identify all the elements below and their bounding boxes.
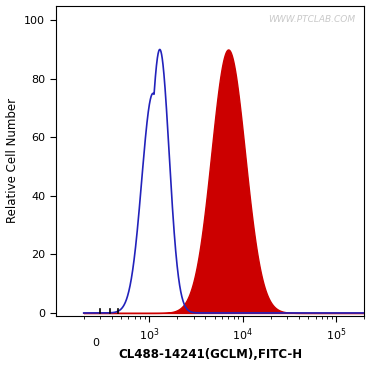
Y-axis label: Relative Cell Number: Relative Cell Number bbox=[6, 98, 18, 223]
Text: WWW.PTCLAB.COM: WWW.PTCLAB.COM bbox=[268, 15, 355, 24]
Text: 0: 0 bbox=[92, 338, 99, 348]
X-axis label: CL488-14241(GCLM),FITC-H: CL488-14241(GCLM),FITC-H bbox=[118, 348, 302, 361]
